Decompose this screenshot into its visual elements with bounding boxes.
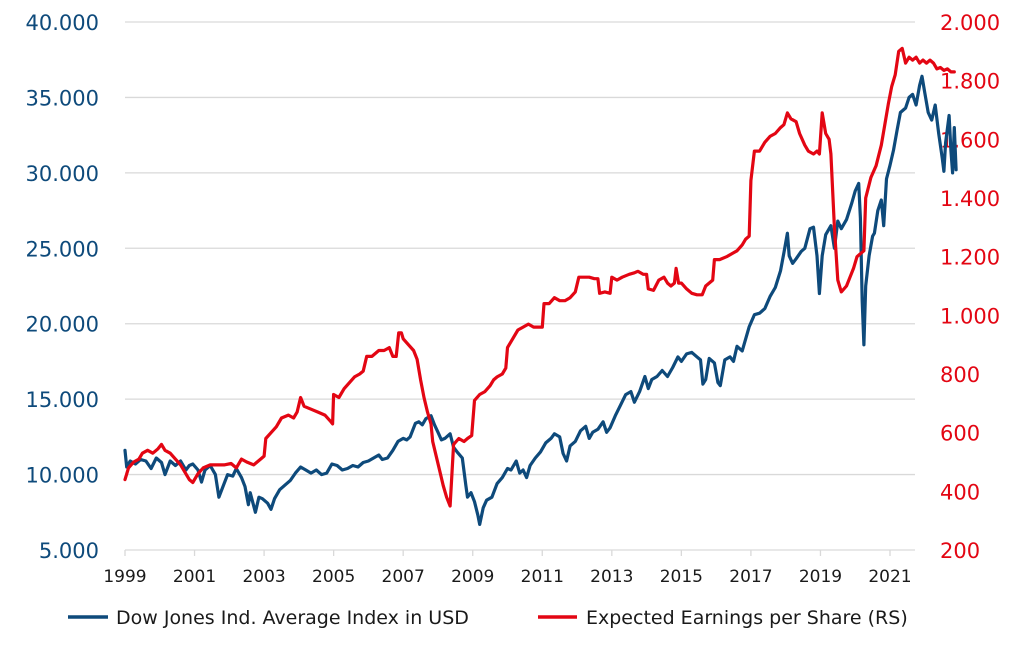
right-y-tick-label: 200 xyxy=(940,539,980,563)
x-tick-label: 2003 xyxy=(242,567,285,587)
x-tick-label: 2009 xyxy=(451,567,494,587)
left-y-tick-label: 20.000 xyxy=(26,313,99,337)
legend-label-dow-jones: Dow Jones Ind. Average Index in USD xyxy=(116,607,469,629)
x-tick-label: 2011 xyxy=(521,567,564,587)
legend-label-eps: Expected Earnings per Share (RS) xyxy=(586,607,908,629)
right-y-tick-label: 1.200 xyxy=(940,246,1000,270)
left-y-tick-label: 40.000 xyxy=(26,11,99,35)
left-y-tick-label: 35.000 xyxy=(26,86,99,110)
left-y-tick-label: 15.000 xyxy=(26,388,99,412)
left-y-tick-label: 25.000 xyxy=(26,237,99,261)
legend-item-eps: Expected Earnings per Share (RS) xyxy=(538,607,908,629)
x-tick-label: 2007 xyxy=(382,567,425,587)
right-y-tick-label: 400 xyxy=(940,480,980,504)
x-tick-label: 2005 xyxy=(312,567,355,587)
series-line-dow-jones xyxy=(123,74,958,526)
x-tick-label: 2019 xyxy=(799,567,842,587)
grid-lines xyxy=(125,21,915,551)
right-y-tick-label: 600 xyxy=(940,422,980,446)
left-y-tick-label: 5.000 xyxy=(39,539,99,563)
x-tick-label: 1999 xyxy=(103,567,146,587)
x-tick-label: 2013 xyxy=(590,567,633,587)
left-y-tick-label: 30.000 xyxy=(26,162,99,186)
right-y-tick-label: 1.000 xyxy=(940,304,1000,328)
legend: Dow Jones Ind. Average Index in USD Expe… xyxy=(68,607,908,629)
x-axis: 1999 2001 2003 2005 2007 2009 2011 2013 2015 2017… xyxy=(103,550,912,587)
right-y-tick-label: 2.000 xyxy=(940,11,1000,35)
x-tick-label: 2021 xyxy=(868,567,911,587)
right-y-tick-label: 800 xyxy=(940,363,980,387)
x-tick-label: 2017 xyxy=(729,567,772,587)
x-tick-label: 2015 xyxy=(660,567,703,587)
right-y-axis: 2004006008001.0001.2001.4001.6001.8002.0… xyxy=(940,11,1000,563)
left-y-axis: 5.000 10.000 15.000 20.000 25.000 30.000 35.00… xyxy=(26,11,99,563)
right-y-tick-label: 1.800 xyxy=(940,70,1000,94)
x-tick-label: 2001 xyxy=(173,567,216,587)
legend-item-dow-jones: Dow Jones Ind. Average Index in USD xyxy=(68,607,469,629)
series-layer xyxy=(123,46,958,526)
series-line-eps xyxy=(123,46,956,508)
right-y-tick-label: 1.400 xyxy=(940,187,1000,211)
left-y-tick-label: 10.000 xyxy=(26,464,99,488)
